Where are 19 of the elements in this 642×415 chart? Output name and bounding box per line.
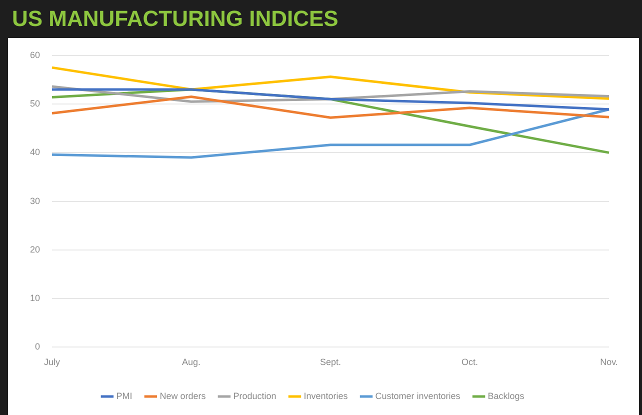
y-tick-label: 30 [30, 196, 40, 206]
x-tick-label: Sept. [320, 357, 342, 368]
legend-label: New orders [160, 390, 206, 401]
x-tick-label: Nov. [600, 357, 618, 368]
y-tick-label: 60 [30, 50, 40, 60]
legend-label: Production [233, 390, 276, 401]
x-tick-label: July [44, 357, 61, 368]
y-tick-label: 0 [34, 342, 40, 352]
legend-label: Inventories [304, 390, 348, 401]
y-tick-label: 50 [30, 98, 40, 109]
x-tick-label: Aug. [182, 357, 201, 368]
y-tick-label: 20 [30, 244, 40, 254]
legend-label: Backlogs [488, 390, 525, 401]
legend-label: Customer inventories [375, 390, 461, 401]
y-tick-label: 10 [30, 293, 40, 304]
chart-title: US MANUFACTURING INDICES [11, 5, 340, 33]
x-tick-label: Oct. [461, 357, 478, 368]
legend-label: PMI [116, 390, 132, 401]
y-tick-label: 40 [30, 147, 40, 158]
